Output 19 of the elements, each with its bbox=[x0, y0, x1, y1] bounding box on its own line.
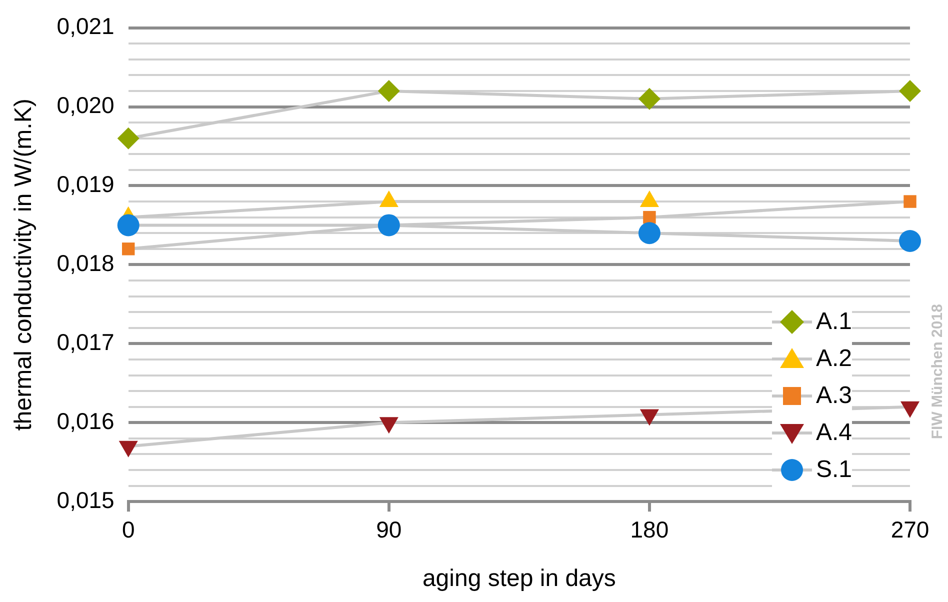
legend-label: A.1 bbox=[816, 308, 852, 336]
y-tick-label: 0,020 bbox=[56, 92, 114, 118]
x-tick-label: 270 bbox=[890, 516, 930, 543]
legend-label: A.3 bbox=[816, 382, 852, 410]
y-tick-label: 0,018 bbox=[56, 250, 114, 276]
y-axis-title: thermal conductivity in W/(m.K) bbox=[10, 98, 38, 431]
y-tick-label: 0,021 bbox=[56, 13, 114, 40]
y-tick-label: 0,017 bbox=[56, 329, 114, 356]
legend-label: A.2 bbox=[816, 344, 852, 372]
legend-label: S.1 bbox=[816, 456, 852, 484]
x-tick-label: 0 bbox=[122, 516, 135, 543]
y-tick-label: 0,016 bbox=[56, 408, 114, 434]
text: FIW München 2018 bbox=[929, 304, 946, 440]
y-tick-label: 0,019 bbox=[56, 171, 114, 198]
legend-label: A.4 bbox=[816, 418, 852, 446]
x-tick-label: 90 bbox=[376, 516, 402, 543]
x-axis-title: aging step in days bbox=[422, 565, 616, 592]
x-tick-label: 180 bbox=[630, 516, 669, 543]
y-tick-label: 0,015 bbox=[56, 486, 114, 513]
